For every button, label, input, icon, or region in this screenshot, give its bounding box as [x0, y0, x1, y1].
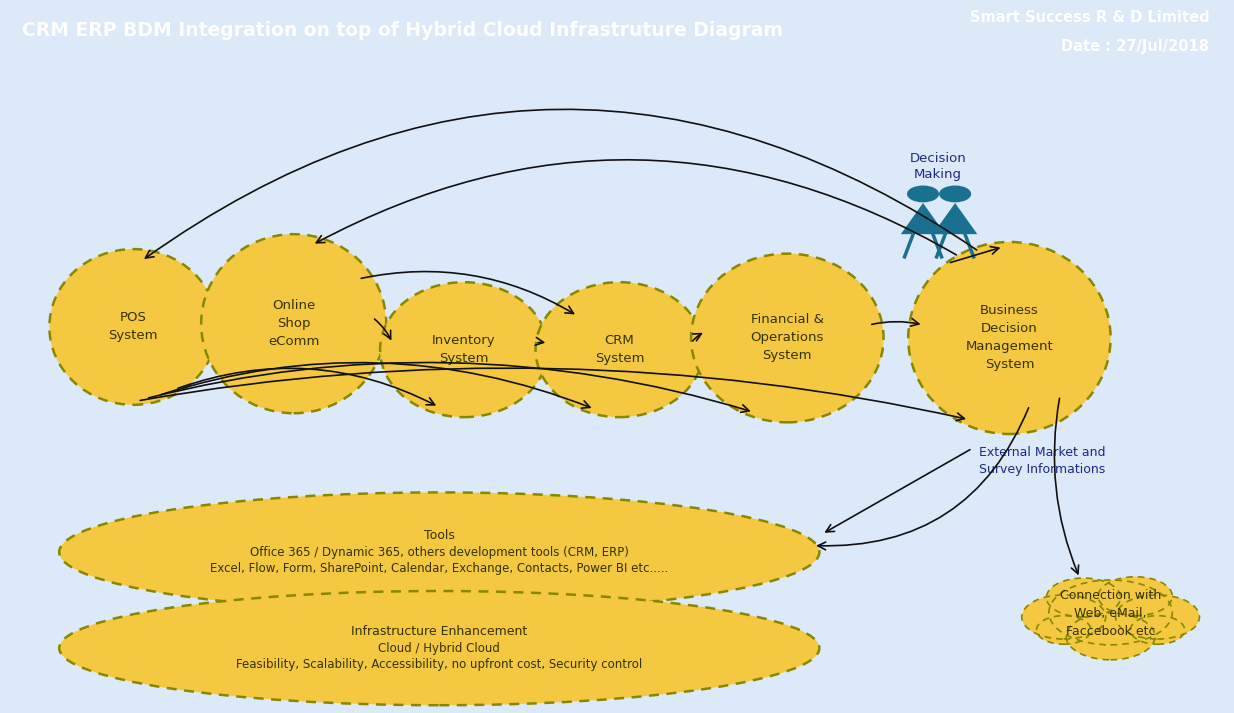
Circle shape: [1116, 595, 1199, 639]
Text: Date : 27/Jul/2018: Date : 27/Jul/2018: [1061, 39, 1209, 54]
Ellipse shape: [49, 249, 217, 405]
Polygon shape: [933, 203, 977, 234]
Text: Infrastructure Enhancement: Infrastructure Enhancement: [352, 625, 527, 638]
Text: Business
Decision
Management
System: Business Decision Management System: [965, 304, 1054, 371]
Text: Inventory
System: Inventory System: [432, 334, 496, 365]
Text: External Market and
Survey Informations: External Market and Survey Informations: [979, 446, 1106, 476]
Ellipse shape: [59, 493, 819, 612]
Text: CRM ERP BDM Integration on top of Hybrid Cloud Infrastruture Diagram: CRM ERP BDM Integration on top of Hybrid…: [22, 21, 784, 41]
Text: Office 365 / Dynamic 365, others development tools (CRM, ERP): Office 365 / Dynamic 365, others develop…: [249, 545, 629, 558]
Polygon shape: [901, 203, 945, 234]
Text: Online
Shop
eComm: Online Shop eComm: [268, 299, 320, 348]
Circle shape: [1022, 595, 1106, 639]
Ellipse shape: [536, 282, 703, 417]
Ellipse shape: [908, 242, 1111, 434]
Ellipse shape: [59, 591, 819, 705]
Circle shape: [1098, 577, 1172, 615]
Circle shape: [907, 185, 939, 202]
Text: POS
System: POS System: [109, 312, 158, 342]
Text: Cloud / Hybrid Cloud: Cloud / Hybrid Cloud: [379, 642, 500, 655]
Circle shape: [1066, 613, 1155, 660]
Text: Smart Success R & D Limited: Smart Success R & D Limited: [970, 10, 1209, 25]
Circle shape: [1130, 615, 1185, 645]
Text: Decision
Making: Decision Making: [909, 152, 966, 181]
Circle shape: [1049, 580, 1172, 645]
Ellipse shape: [380, 282, 548, 417]
Text: Financial &
Operations
System: Financial & Operations System: [750, 314, 824, 362]
Text: Excel, Flow, Form, SharePoint, Calendar, Exchange, Contacts, Power BI etc.....: Excel, Flow, Form, SharePoint, Calendar,…: [210, 563, 669, 575]
Text: CRM
System: CRM System: [595, 334, 644, 365]
Circle shape: [1037, 615, 1091, 645]
Ellipse shape: [201, 234, 386, 414]
Text: Tools: Tools: [423, 529, 455, 543]
Circle shape: [939, 185, 971, 202]
Text: Connection with
Web, eMail,
Faccebook etc: Connection with Web, eMail, Faccebook et…: [1060, 589, 1161, 638]
Circle shape: [1046, 578, 1120, 617]
Ellipse shape: [691, 254, 884, 422]
Text: Feasibility, Scalability, Accessibility, no upfront cost, Security control: Feasibility, Scalability, Accessibility,…: [236, 659, 643, 672]
